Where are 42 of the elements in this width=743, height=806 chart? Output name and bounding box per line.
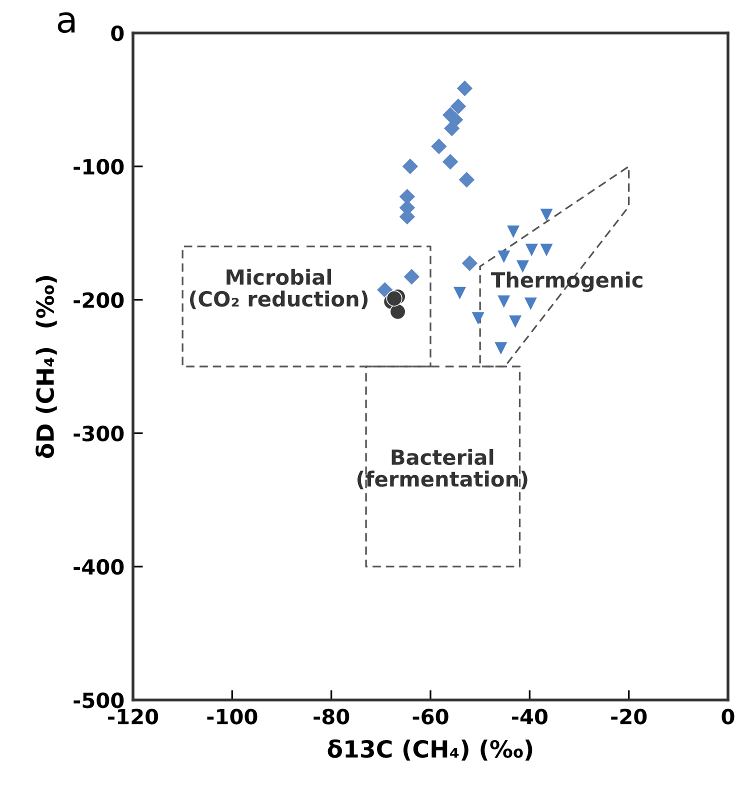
point [402,158,418,174]
y-tick-label: -400 [74,559,124,575]
y-tick-label: -300 [74,426,124,442]
y-tick-label: -200 [74,292,124,308]
point [509,315,522,328]
point [458,172,475,188]
x-tick-label: 0 [722,708,734,724]
chart-title: a [58,12,75,34]
point [431,138,447,154]
annotation: Bacterial (fermentation) [357,448,528,490]
point [540,208,553,222]
x-tick-label: -60 [412,708,448,724]
point [456,80,473,96]
y-axis-title: δD (CH₄) (‰) [36,276,57,458]
point [524,298,537,310]
point [472,312,484,325]
point [454,286,466,300]
point [525,244,538,256]
point [450,98,466,114]
point [390,304,406,320]
y-tick-label: 0 [111,25,124,42]
point [404,268,420,285]
point [494,342,508,355]
annotation: Microbial (CO₂ reduction) [190,268,368,310]
x-tick-label: -20 [611,708,647,724]
point [540,244,553,256]
x-axis-title: δ13C (CH₄) (‰) [328,739,532,761]
y-tick-label: -100 [74,158,124,175]
x-tick-label: -80 [314,708,350,724]
point [462,255,478,272]
point [442,154,458,170]
x-tick-label: -100 [207,708,258,724]
point [386,290,402,307]
annotation: Thermogenic [491,272,642,292]
point [507,226,520,238]
point [498,295,510,308]
point [498,250,510,263]
point [377,282,393,298]
point [444,120,460,136]
x-tick-label: -120 [108,708,158,724]
y-tick-label: -500 [74,692,124,708]
x-tick-label: -40 [512,708,548,724]
